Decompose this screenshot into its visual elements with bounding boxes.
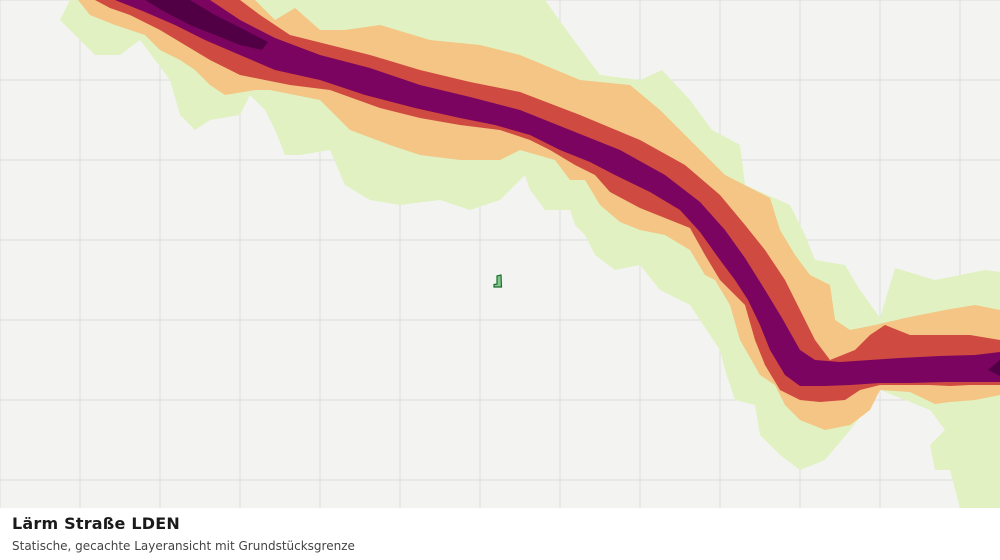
map-view[interactable] bbox=[0, 0, 1000, 508]
layer-subtitle: Statische, gecachte Layeransicht mit Gru… bbox=[12, 539, 355, 553]
layer-caption: Lärm Straße LDEN Statische, gecachte Lay… bbox=[0, 508, 1000, 560]
noise-map-canvas bbox=[0, 0, 1000, 508]
noise-band-very-high bbox=[115, 0, 1000, 386]
layer-title: Lärm Straße LDEN bbox=[12, 514, 180, 533]
noise-band-lowest bbox=[60, 0, 1000, 508]
noise-band-highest bbox=[145, 0, 268, 50]
noise-band-highest bbox=[988, 360, 1000, 376]
noise-band-high bbox=[95, 0, 1000, 402]
parcel-boundary-marker-icon[interactable] bbox=[493, 274, 503, 288]
